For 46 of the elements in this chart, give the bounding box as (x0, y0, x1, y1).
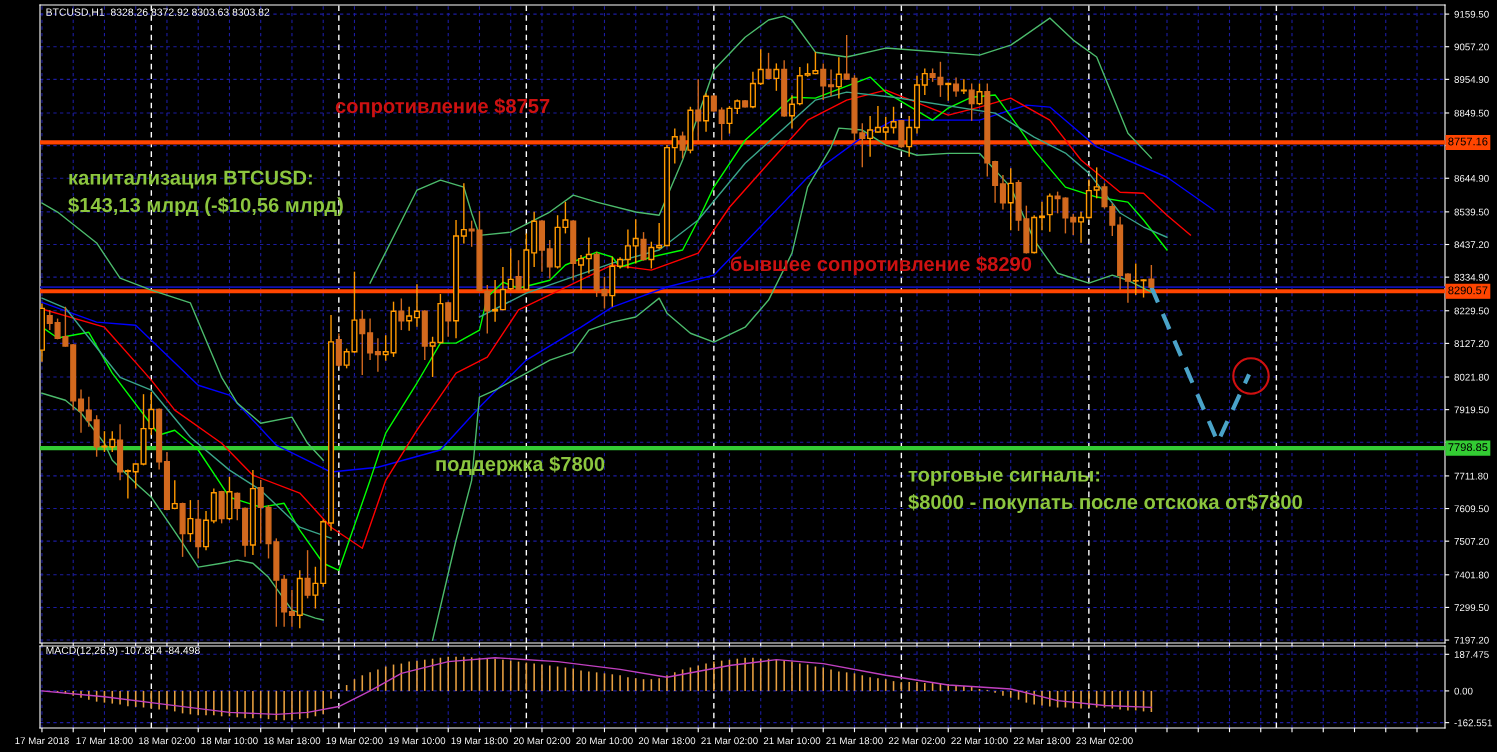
y-tick-label: 7401.80 (1454, 571, 1489, 579)
x-tick-label: 22 Mar 10:00 (951, 737, 1008, 745)
chart-title: BTCUSD,H1 8328.26 8372.92 8303.63 8303.82 (46, 8, 270, 18)
x-tick-label: 22 Mar 02:00 (888, 737, 946, 745)
x-tick-label: 18 Mar 10:00 (201, 737, 258, 745)
x-tick-label: 17 Mar 18:00 (76, 737, 133, 745)
x-tick-label: 17 Mar 2018 (15, 737, 69, 745)
annotation: капитализация BTCUSD: $143,13 млрд (-$10,56 млрд) (68, 170, 343, 217)
x-tick-label: 22 Mar 18:00 (1013, 737, 1071, 745)
ref-line-label: 7798.85 (1448, 443, 1488, 452)
y-tick-label: 8849.50 (1454, 109, 1489, 117)
x-tick-label: 18 Mar 02:00 (139, 737, 196, 745)
chart-title: MACD(12,26,9) -107.814 -84.498 (46, 646, 200, 657)
y-tick-label: 7609.50 (1454, 505, 1489, 513)
y-tick-label: 9057.20 (1454, 43, 1489, 51)
annotation: сопротивление $8757 (335, 98, 550, 118)
y-tick-label: 8954.90 (1454, 76, 1489, 83)
y-tick-label: 7711.80 (1454, 472, 1489, 480)
x-tick-label: 19 Mar 10:00 (389, 737, 446, 745)
y-tick-label: 7507.20 (1454, 537, 1489, 545)
y-tick-label: 7197.20 (1454, 636, 1489, 644)
x-tick-label: 20 Mar 02:00 (513, 737, 571, 745)
y-tick-label: 8539.50 (1454, 208, 1489, 216)
y-tick-label: 8229.50 (1454, 307, 1489, 315)
y-tick-label: -162.551 (1454, 719, 1492, 727)
ref-line-label: 8290.57 (1448, 286, 1488, 295)
y-tick-label: 7299.50 (1454, 604, 1489, 612)
x-tick-label: 19 Mar 02:00 (326, 737, 383, 745)
x-tick-label: 18 Mar 18:00 (264, 737, 321, 745)
x-tick-label: 19 Mar 18:00 (451, 737, 508, 745)
x-tick-label: 20 Mar 10:00 (576, 737, 633, 745)
y-tick-label: 8334.90 (1454, 273, 1489, 281)
x-tick-label: 23 Mar 02:00 (1076, 737, 1133, 745)
y-tick-label: 8127.20 (1454, 340, 1489, 348)
y-tick-label: 8021.80 (1454, 373, 1489, 381)
x-tick-label: 21 Mar 10:00 (763, 737, 821, 745)
y-tick-label: 8644.90 (1454, 174, 1489, 182)
y-tick-label: 0.00 (1454, 687, 1473, 695)
x-tick-label: 21 Mar 02:00 (701, 737, 758, 745)
y-tick-label: 7919.50 (1454, 406, 1489, 414)
y-tick-label: 8437.20 (1454, 241, 1489, 249)
x-tick-label: 20 Mar 18:00 (638, 737, 696, 745)
y-tick-label: 187.475 (1454, 651, 1489, 658)
x-tick-label: 21 Mar 18:00 (826, 737, 883, 745)
ref-line-label: 8757.16 (1448, 137, 1488, 146)
y-tick-label: 9159.50 (1454, 10, 1489, 18)
